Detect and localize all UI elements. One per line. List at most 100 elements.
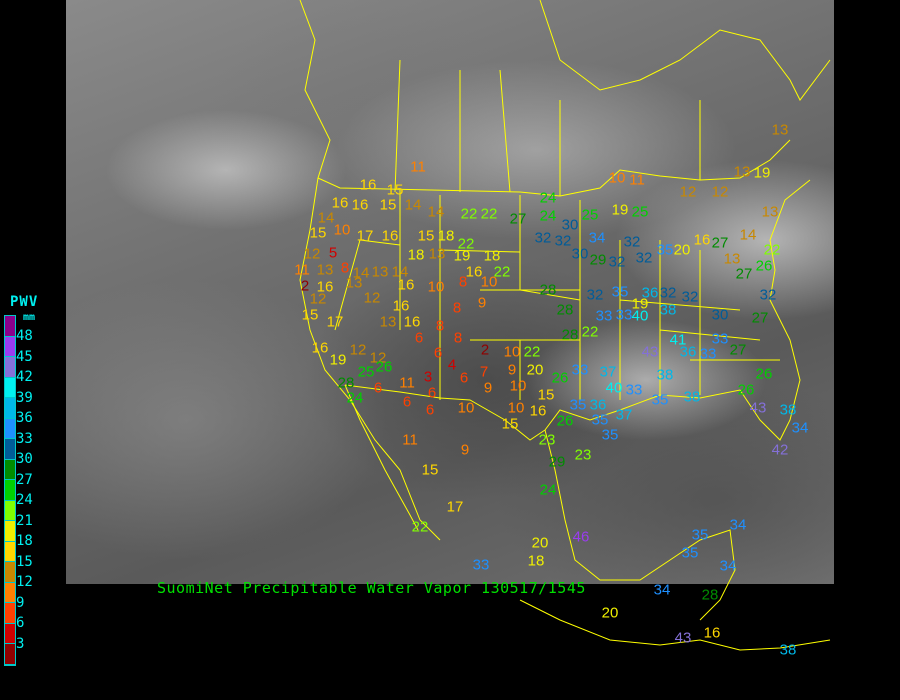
station-pwv-label: 26 — [755, 365, 773, 383]
station-pwv-label: 14 — [317, 209, 335, 227]
station-pwv-label: 36 — [679, 343, 697, 361]
station-pwv-label: 23 — [538, 431, 556, 449]
station-pwv-label: 16 — [381, 227, 399, 245]
station-pwv-label: 22 — [411, 518, 429, 536]
station-pwv-label: 26 — [737, 381, 755, 399]
station-pwv-label: 4 — [447, 356, 457, 374]
station-pwv-label: 42 — [771, 441, 789, 459]
station-pwv-label: 11 — [629, 171, 645, 189]
station-pwv-label: 9 — [477, 294, 487, 312]
station-pwv-label: 13 — [761, 203, 779, 221]
gulf-coast — [544, 179, 811, 441]
station-pwv-label: 15 — [537, 386, 555, 404]
legend-swatch — [5, 398, 15, 419]
station-pwv-label: 8 — [340, 259, 350, 277]
station-pwv-label: 19 — [453, 247, 471, 265]
station-pwv-label: 28 — [539, 281, 557, 299]
station-pwv-label: 9 — [507, 361, 517, 379]
station-pwv-label: 27 — [751, 309, 769, 327]
station-pwv-label: 32 — [623, 233, 641, 251]
station-pwv-label: 35 — [651, 391, 669, 409]
station-pwv-label: 15 — [379, 196, 397, 214]
station-pwv-label: 14 — [404, 196, 422, 214]
station-pwv-label: 28 — [701, 586, 719, 604]
station-pwv-label: 41 — [669, 331, 687, 349]
station-pwv-label: 28 — [556, 301, 574, 319]
legend-unit: mm — [23, 312, 36, 323]
station-pwv-label: 33 — [711, 330, 729, 348]
station-pwv-label: 29 — [548, 453, 566, 471]
station-pwv-label: 13 — [723, 250, 741, 268]
station-pwv-label: 30 — [711, 306, 729, 324]
station-pwv-label: 10 — [333, 221, 351, 239]
station-pwv-label: 24 — [346, 389, 364, 407]
station-pwv-label: 17 — [446, 498, 464, 516]
station-pwv-label: 15 — [301, 306, 319, 324]
station-pwv-label: 19 — [631, 295, 649, 313]
station-pwv-label: 16 — [529, 402, 547, 420]
station-pwv-label: 34 — [729, 516, 747, 534]
legend-swatch — [5, 377, 15, 398]
station-pwv-label: 24 — [539, 207, 557, 225]
legend-tick-label: 48 — [16, 328, 33, 344]
station-pwv-label: 38 — [779, 401, 797, 419]
station-pwv-label: 27 — [729, 341, 747, 359]
station-pwv-label: 12 — [309, 290, 327, 308]
station-pwv-label: 9 — [483, 379, 493, 397]
legend-tick-label: 24 — [16, 492, 33, 508]
legend-title: PWV — [10, 294, 39, 310]
station-pwv-label: 36 — [641, 284, 659, 302]
legend-tick-label: 27 — [16, 471, 33, 488]
legend-swatch — [5, 582, 15, 603]
station-pwv-label: 35 — [691, 526, 709, 544]
station-pwv-label: 32 — [659, 284, 677, 302]
legend-swatch — [5, 480, 15, 501]
station-pwv-label: 25 — [357, 363, 375, 381]
legend-tick-label: 45 — [16, 348, 33, 365]
station-pwv-label: 40 — [631, 307, 649, 325]
station-pwv-label: 14 — [427, 203, 445, 221]
legend-swatch — [5, 316, 15, 337]
legend-swatch — [5, 603, 15, 624]
station-pwv-label: 18 — [437, 227, 455, 245]
station-pwv-label: 19 — [329, 351, 347, 369]
station-pwv-label: 10 — [427, 278, 445, 296]
station-pwv-label: 15 — [309, 224, 327, 242]
station-pwv-label: 36 — [589, 396, 607, 414]
station-pwv-label: 2 — [300, 277, 310, 295]
station-pwv-label: 19 — [611, 201, 629, 219]
legend-swatch — [5, 357, 15, 378]
station-pwv-label: 33 — [472, 556, 490, 574]
station-pwv-label: 22 — [523, 343, 541, 361]
station-pwv-label: 17 — [356, 227, 374, 245]
legend-tick-label: 18 — [16, 533, 33, 549]
station-pwv-label: 13 — [345, 274, 363, 292]
station-pwv-label: 5 — [328, 244, 338, 262]
baja — [344, 384, 419, 531]
station-pwv-label: 22 — [457, 235, 475, 253]
station-pwv-label: 15 — [417, 227, 435, 245]
station-pwv-label: 35 — [601, 426, 619, 444]
station-pwv-label: 16 — [403, 313, 421, 331]
legend-swatch — [5, 418, 15, 439]
station-pwv-label: 26 — [755, 257, 773, 275]
legend-tick-label: 15 — [16, 553, 33, 570]
station-pwv-label: 22 — [493, 263, 511, 281]
station-pwv-label: 25 — [631, 203, 649, 221]
station-pwv-label: 8 — [458, 273, 468, 291]
station-pwv-label: 11 — [410, 158, 426, 176]
legend-swatch — [5, 623, 15, 644]
station-pwv-label: 20 — [601, 604, 619, 622]
station-pwv-label: 20 — [531, 534, 549, 552]
station-pwv-label: 11 — [399, 374, 415, 392]
legend-swatch — [5, 521, 15, 542]
station-pwv-label: 29 — [589, 251, 607, 269]
station-pwv-label: 37 — [599, 363, 617, 381]
station-pwv-label: 28 — [561, 326, 579, 344]
legend-swatch — [5, 562, 15, 583]
station-pwv-label: 37 — [615, 406, 633, 424]
legend-tick-label: 6 — [16, 615, 25, 631]
station-pwv-label: 38 — [659, 301, 677, 319]
legend-swatch — [5, 439, 15, 460]
